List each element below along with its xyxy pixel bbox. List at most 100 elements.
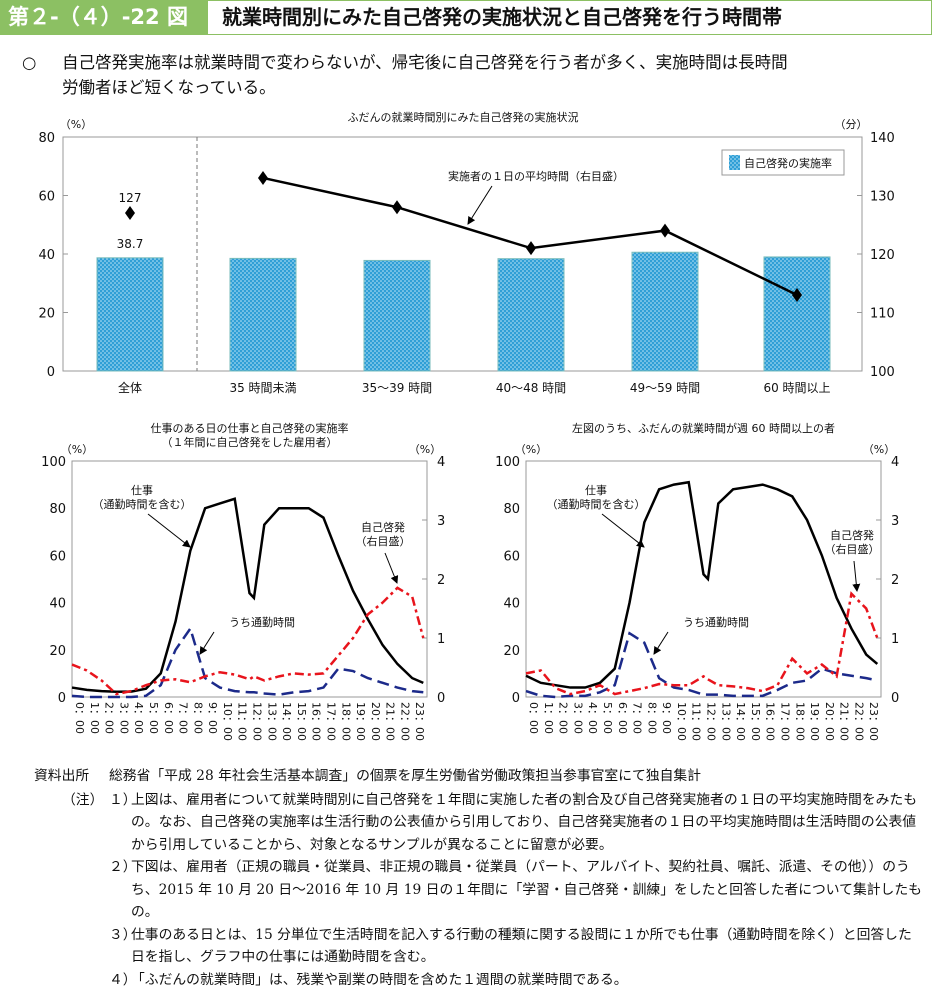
y-tick-right: 2 (891, 573, 899, 588)
x-tick-label: 17：00 (324, 702, 337, 741)
figure-title: 就業時間別にみた自己啓発の実施状況と自己啓発を行う時間帯 (208, 0, 932, 35)
x-tick-label: 16：00 (310, 702, 323, 741)
x-tick-label: 21：00 (838, 702, 851, 741)
x-tick-label: 60 時間以上 (763, 381, 830, 395)
x-tick-label: 6：00 (616, 702, 629, 734)
x-tick-label: 19：00 (808, 702, 821, 741)
selfdev-label: 自己啓発 (361, 520, 405, 534)
y-tick-right: 1 (891, 632, 899, 647)
work-sublabel: （通勤時間を含む） (93, 497, 192, 511)
selfdev-sublabel: （右目盛） (356, 534, 411, 548)
x-tick-label: 14：00 (280, 702, 293, 741)
data-label-bar: 38.7 (117, 237, 144, 251)
y-tick-right: 4 (437, 455, 445, 470)
data-label-line: 127 (119, 191, 142, 205)
summary-line-1: 自己啓発実施率は就業時間で変わらないが、帰宅後に自己啓発を行う者が多く、実施時間… (62, 53, 788, 72)
y-tick-left: 20 (503, 644, 520, 659)
x-tick-label: 22：00 (398, 702, 411, 741)
y-tick-right: 1 (437, 632, 445, 647)
line-annotation: 実施者の１日の平均時間（右目盛） (448, 169, 624, 183)
commute-line (525, 631, 878, 699)
note-number: ４） (109, 971, 137, 988)
commute-arrow (653, 631, 669, 655)
x-tick-label: 5：00 (601, 702, 614, 734)
selfdev-arrow (384, 552, 399, 584)
y-tick-left: 0 (58, 691, 66, 706)
summary: ○ 自己啓発実施率は就業時間で変わらないが、帰宅後に自己啓発を行う者が多く、実施時… (22, 50, 922, 100)
top-chart: ふだんの就業時間別にみた自己啓発の実施状況 （%） （分） 0 20 40 60 80 100 1… (38, 110, 894, 395)
plot-area (525, 460, 882, 698)
x-tick-label: 8：00 (191, 702, 204, 734)
line-marker (258, 170, 268, 185)
note-number: １） (109, 791, 137, 808)
y-axis-left-unit: （%） (60, 118, 92, 131)
work-arrow (601, 513, 645, 548)
x-tick-label: 3：00 (571, 702, 584, 734)
y-axis-left-unit: （%） (515, 443, 547, 456)
x-tick-label: 10：00 (675, 702, 688, 741)
x-tick-label: 11：00 (236, 702, 249, 741)
selfdev-arrow (852, 560, 861, 592)
y-axis-left-unit: （%） (61, 443, 93, 456)
legend-swatch (729, 155, 740, 170)
commute-label: うち通勤時間 (683, 616, 749, 629)
x-tick-label: 6：00 (162, 702, 175, 734)
x-tick-label: 22：00 (852, 702, 865, 741)
x-tick-label: 2：00 (103, 702, 116, 734)
y-tick-left: 60 (503, 549, 520, 564)
bullet-icon: ○ (22, 53, 37, 72)
note-text: 下図は、雇用者（正規の職員・従業員、非正規の職員・従業員（パート、アルバイト、契… (131, 859, 922, 920)
x-tick-label: 9：00 (206, 702, 219, 734)
annotation-arrow (467, 185, 493, 225)
x-tick-label: 12：00 (705, 702, 718, 741)
y-axis-right-unit: （%） (863, 443, 895, 456)
x-tick-label: 4：00 (586, 702, 599, 734)
summary-line-2: 労働者ほど短くなっている。 (62, 78, 276, 97)
bar (763, 256, 831, 372)
y-axis-right-unit: （%） (409, 443, 441, 456)
x-tick-label: 9：00 (660, 702, 673, 734)
bottom-right-chart: 左図のうち、ふだんの就業時間が週 60 時間以上の者（%） （%）02040608… (495, 421, 899, 741)
bar (497, 258, 565, 372)
x-tick-label: 20：00 (369, 702, 382, 741)
x-tick-label: 35～39 時間 (362, 381, 432, 395)
work-line (525, 480, 879, 689)
work-label: 仕事 (585, 484, 607, 497)
x-tick-label: 7：00 (177, 702, 190, 734)
x-tick-label: 23：00 (413, 702, 426, 741)
x-tick-label: 7：00 (631, 702, 644, 734)
selfdev-label: 自己啓発 (830, 528, 874, 542)
y-tick-left: 40 (503, 597, 520, 612)
selfdev-sublabel: （右目盛） (825, 542, 880, 556)
y-tick-right: 0 (891, 691, 899, 706)
x-tick-label: 40～48 時間 (496, 381, 566, 395)
x-tick-label: 4：00 (132, 702, 145, 734)
note-text: 「ふだんの就業時間」は、残業や副業の時間を含めた１週間の就業時間である。 (131, 971, 628, 988)
chart-title: ふだんの就業時間別にみた自己啓発の実施状況 (348, 110, 579, 124)
source-label: 資料出所 (34, 768, 90, 784)
x-tick-label: 49～59 時間 (630, 381, 700, 395)
line-marker (660, 223, 670, 238)
x-tick-label: 10：00 (221, 702, 234, 741)
line-marker (392, 200, 402, 215)
y-tick-left: 80 (49, 502, 66, 517)
line-marker (526, 241, 536, 256)
bar (229, 257, 297, 372)
work-line (71, 497, 424, 694)
y-tick-right: 4 (891, 455, 899, 470)
commute-line (71, 625, 424, 699)
x-tick-label: 18：00 (793, 702, 806, 741)
x-tick-label: 21：00 (384, 702, 397, 741)
x-tick-label: 15：00 (749, 702, 762, 741)
bottom-left-chart: 仕事のある日の仕事と自己啓発の実施率（１年間に自己啓発をした雇用者） （%） （%）… (41, 421, 445, 741)
y-tick-left: 100 (495, 455, 520, 470)
x-tick-label: 17：00 (778, 702, 791, 741)
x-tick-label: 20：00 (823, 702, 836, 741)
y-tick-right: 100 (870, 365, 895, 380)
bar (363, 259, 431, 372)
x-tick-label: 3：00 (117, 702, 130, 734)
x-tick-label: 18：00 (339, 702, 352, 741)
commute-arrow (199, 631, 215, 655)
y-tick-right: 140 (870, 131, 895, 146)
y-tick-left: 100 (41, 455, 66, 470)
